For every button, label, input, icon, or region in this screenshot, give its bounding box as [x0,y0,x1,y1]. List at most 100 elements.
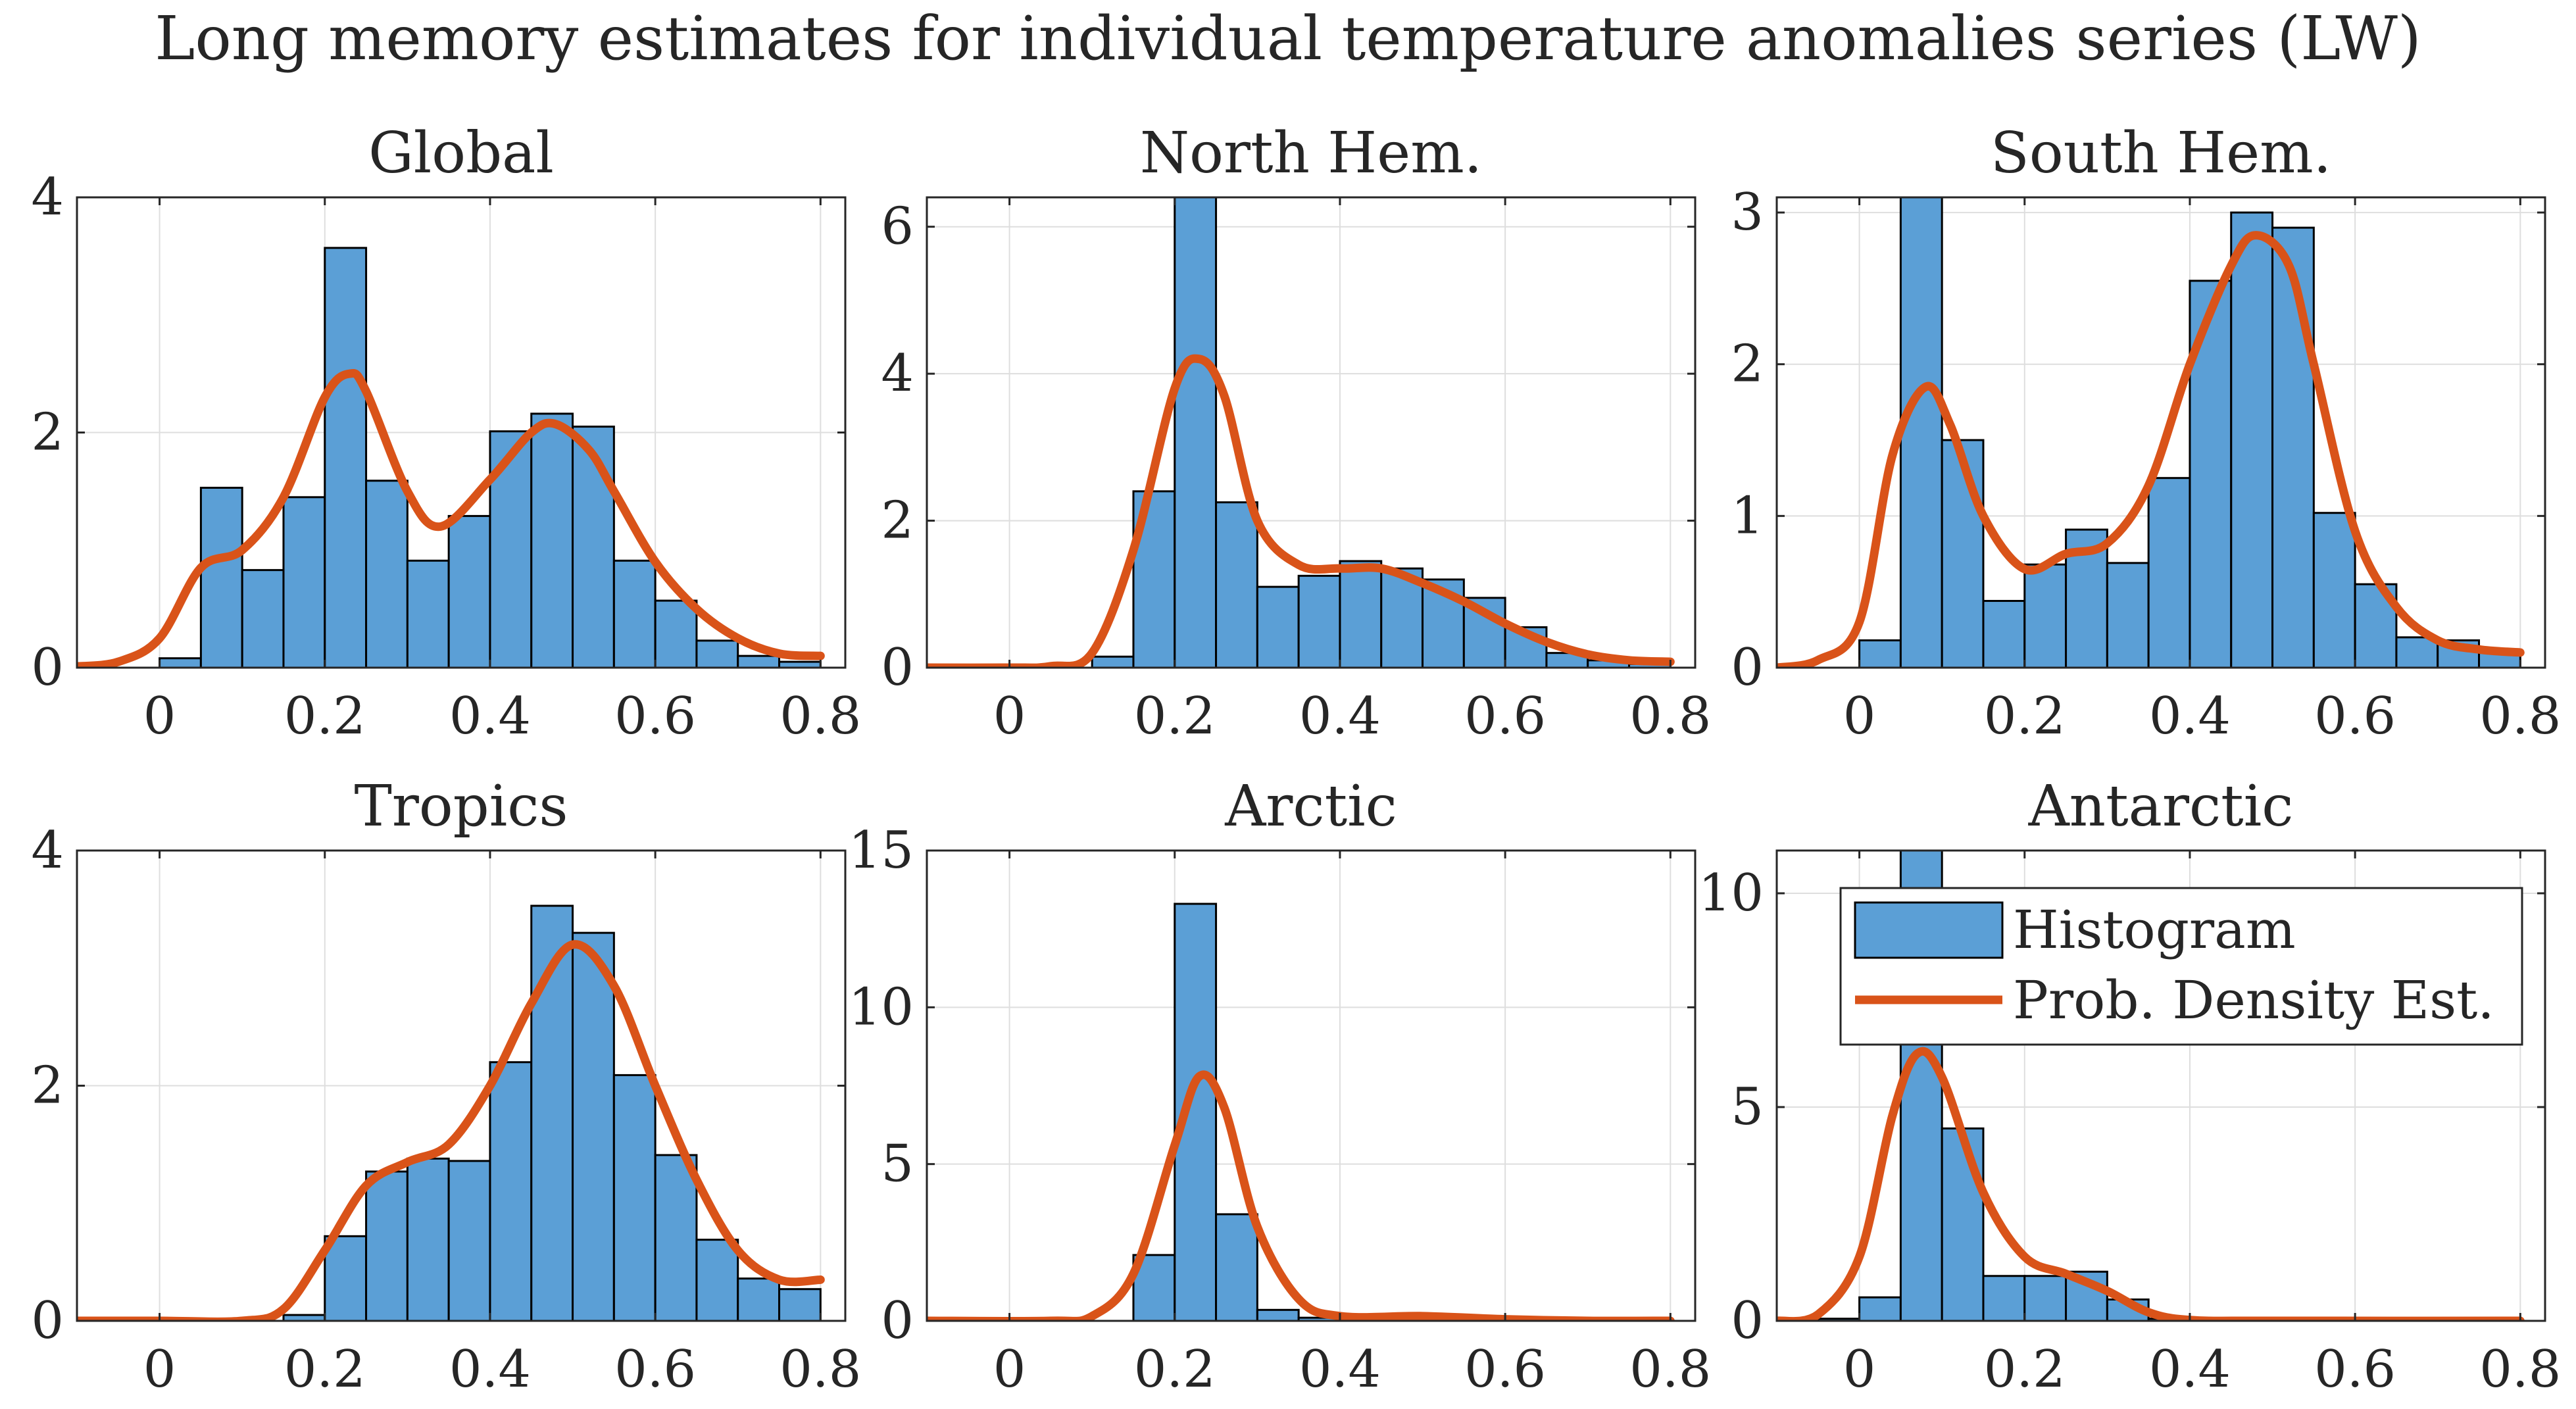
density-curve [927,1070,1675,1321]
x-tick-label: 0.4 [449,687,531,746]
plot-area [927,851,1695,1321]
x-tick-label: 0.6 [614,687,696,746]
y-tick-label: 2 [881,491,914,551]
panel-1: 0 0.2 0.4 0.6 0.8 0 2 4 Global [31,120,861,746]
histogram-bar [1858,639,1902,668]
histogram-bar [489,1061,533,1321]
y-tick-label: 3 [1731,183,1764,242]
y-tick-label: 5 [881,1135,914,1194]
histogram-bar [324,247,368,668]
histogram-bar [612,559,656,668]
histogram-bar [1941,439,1985,668]
x-tick-label: 0.4 [1299,1340,1381,1399]
x-tick-label: 0 [993,687,1026,746]
x-tick-label: 0.2 [1134,687,1216,746]
histogram-bar [324,1235,368,1321]
histogram-bar [1339,560,1383,668]
histogram-bar [695,1239,739,1321]
histogram-bar [1091,655,1135,668]
x-tick-label: 0.8 [780,687,861,746]
density-curve [1777,1047,2525,1321]
y-tick-label: 10 [849,977,914,1037]
y-tick-label: 4 [31,821,64,880]
x-tick-label: 0.8 [2479,687,2561,746]
figure-title: Long memory estimates for individual tem… [155,3,2421,74]
histogram-bar [1174,197,1218,668]
histogram-bar [2023,1275,2068,1321]
histogram-bar [365,480,409,668]
y-tick-label: 4 [881,344,914,403]
axes-box [1775,196,2546,669]
x-tick-label: 0.4 [2149,1340,2231,1399]
histogram-bar [530,904,574,1321]
panel-title: South Hem. [1991,120,2331,186]
y-tick-label: 0 [1731,638,1764,697]
y-tick-label: 10 [1698,864,1764,923]
panel-title: Antarctic [2028,774,2294,839]
x-tick-label: 0 [143,1340,176,1399]
legend-histogram-swatch [1854,901,2004,959]
histogram-bar [1982,1275,2026,1321]
x-tick-label: 0 [1843,1340,1876,1399]
histogram-bar [1256,1308,1300,1321]
histogram-bar [365,1170,409,1321]
panel-title: Tropics [354,774,568,839]
histogram-bar [737,655,781,668]
x-tick-label: 0.6 [1464,687,1546,746]
histogram-bar [447,514,491,668]
legend-histogram-label: Histogram [2013,899,2296,960]
histogram-bar [282,496,326,668]
density-curve [77,369,825,668]
histogram-bar [1941,1127,1985,1321]
y-tick-label: 2 [1731,335,1764,394]
histogram-bar [2312,512,2356,668]
x-tick-label: 0.2 [1984,1340,2066,1399]
histogram-bar [2147,477,2191,668]
histogram-bar [572,426,615,668]
x-tick-label: 0 [143,687,176,746]
histogram-bar [2395,636,2439,668]
histogram-bar [530,412,574,668]
histogram-bar [654,1154,698,1321]
histogram-bar [654,599,698,668]
histogram-bars [1132,902,1383,1321]
histogram-bar [1215,501,1258,668]
y-tick-label: 4 [31,168,64,227]
y-tick-label: 1 [1731,486,1764,545]
histogram-bar [2271,226,2315,668]
y-tick-label: 0 [31,638,64,697]
legend-density-label: Prob. Density Est. [2013,970,2494,1031]
x-tick-label: 0.4 [449,1340,531,1399]
histogram-bar [1297,574,1341,668]
histogram-bar [1982,600,2026,668]
histogram-bar [1256,585,1300,668]
histogram-bar [612,1074,656,1321]
x-tick-label: 0.2 [1134,1340,1216,1399]
panel-title: North Hem. [1140,120,1482,186]
histogram-bar [406,559,450,668]
panel-6: 0 0.2 0.4 0.6 0.8 0 5 10 Antarctic [1698,774,2562,1399]
axes-box [926,196,1697,669]
axes-box [926,849,1697,1322]
y-tick-label: 0 [1731,1291,1764,1350]
y-tick-label: 2 [31,1056,64,1116]
x-tick-label: 0.8 [1629,1340,1711,1399]
histogram-bar [1858,1296,1902,1321]
x-tick-label: 0.4 [2149,687,2231,746]
histogram-bar [199,487,243,668]
x-tick-label: 0.2 [1984,687,2066,746]
histogram-bar [159,657,202,668]
density-curve [77,940,825,1321]
histogram-bar [778,1288,822,1321]
histogram-bar [447,1160,491,1321]
x-tick-label: 0.6 [1464,1340,1546,1399]
axes-box [1775,849,2546,1322]
y-tick-label: 15 [849,821,914,880]
legend: Histogram Prob. Density Est. [1839,887,2523,1046]
panel-4: 0 0.2 0.4 0.6 0.8 0 2 4 Tropics [31,774,861,1399]
x-tick-label: 0.4 [1299,687,1381,746]
x-tick-label: 0.8 [2479,1340,2561,1399]
histogram-bar [1899,197,1943,668]
x-tick-label: 0.2 [284,1340,366,1399]
